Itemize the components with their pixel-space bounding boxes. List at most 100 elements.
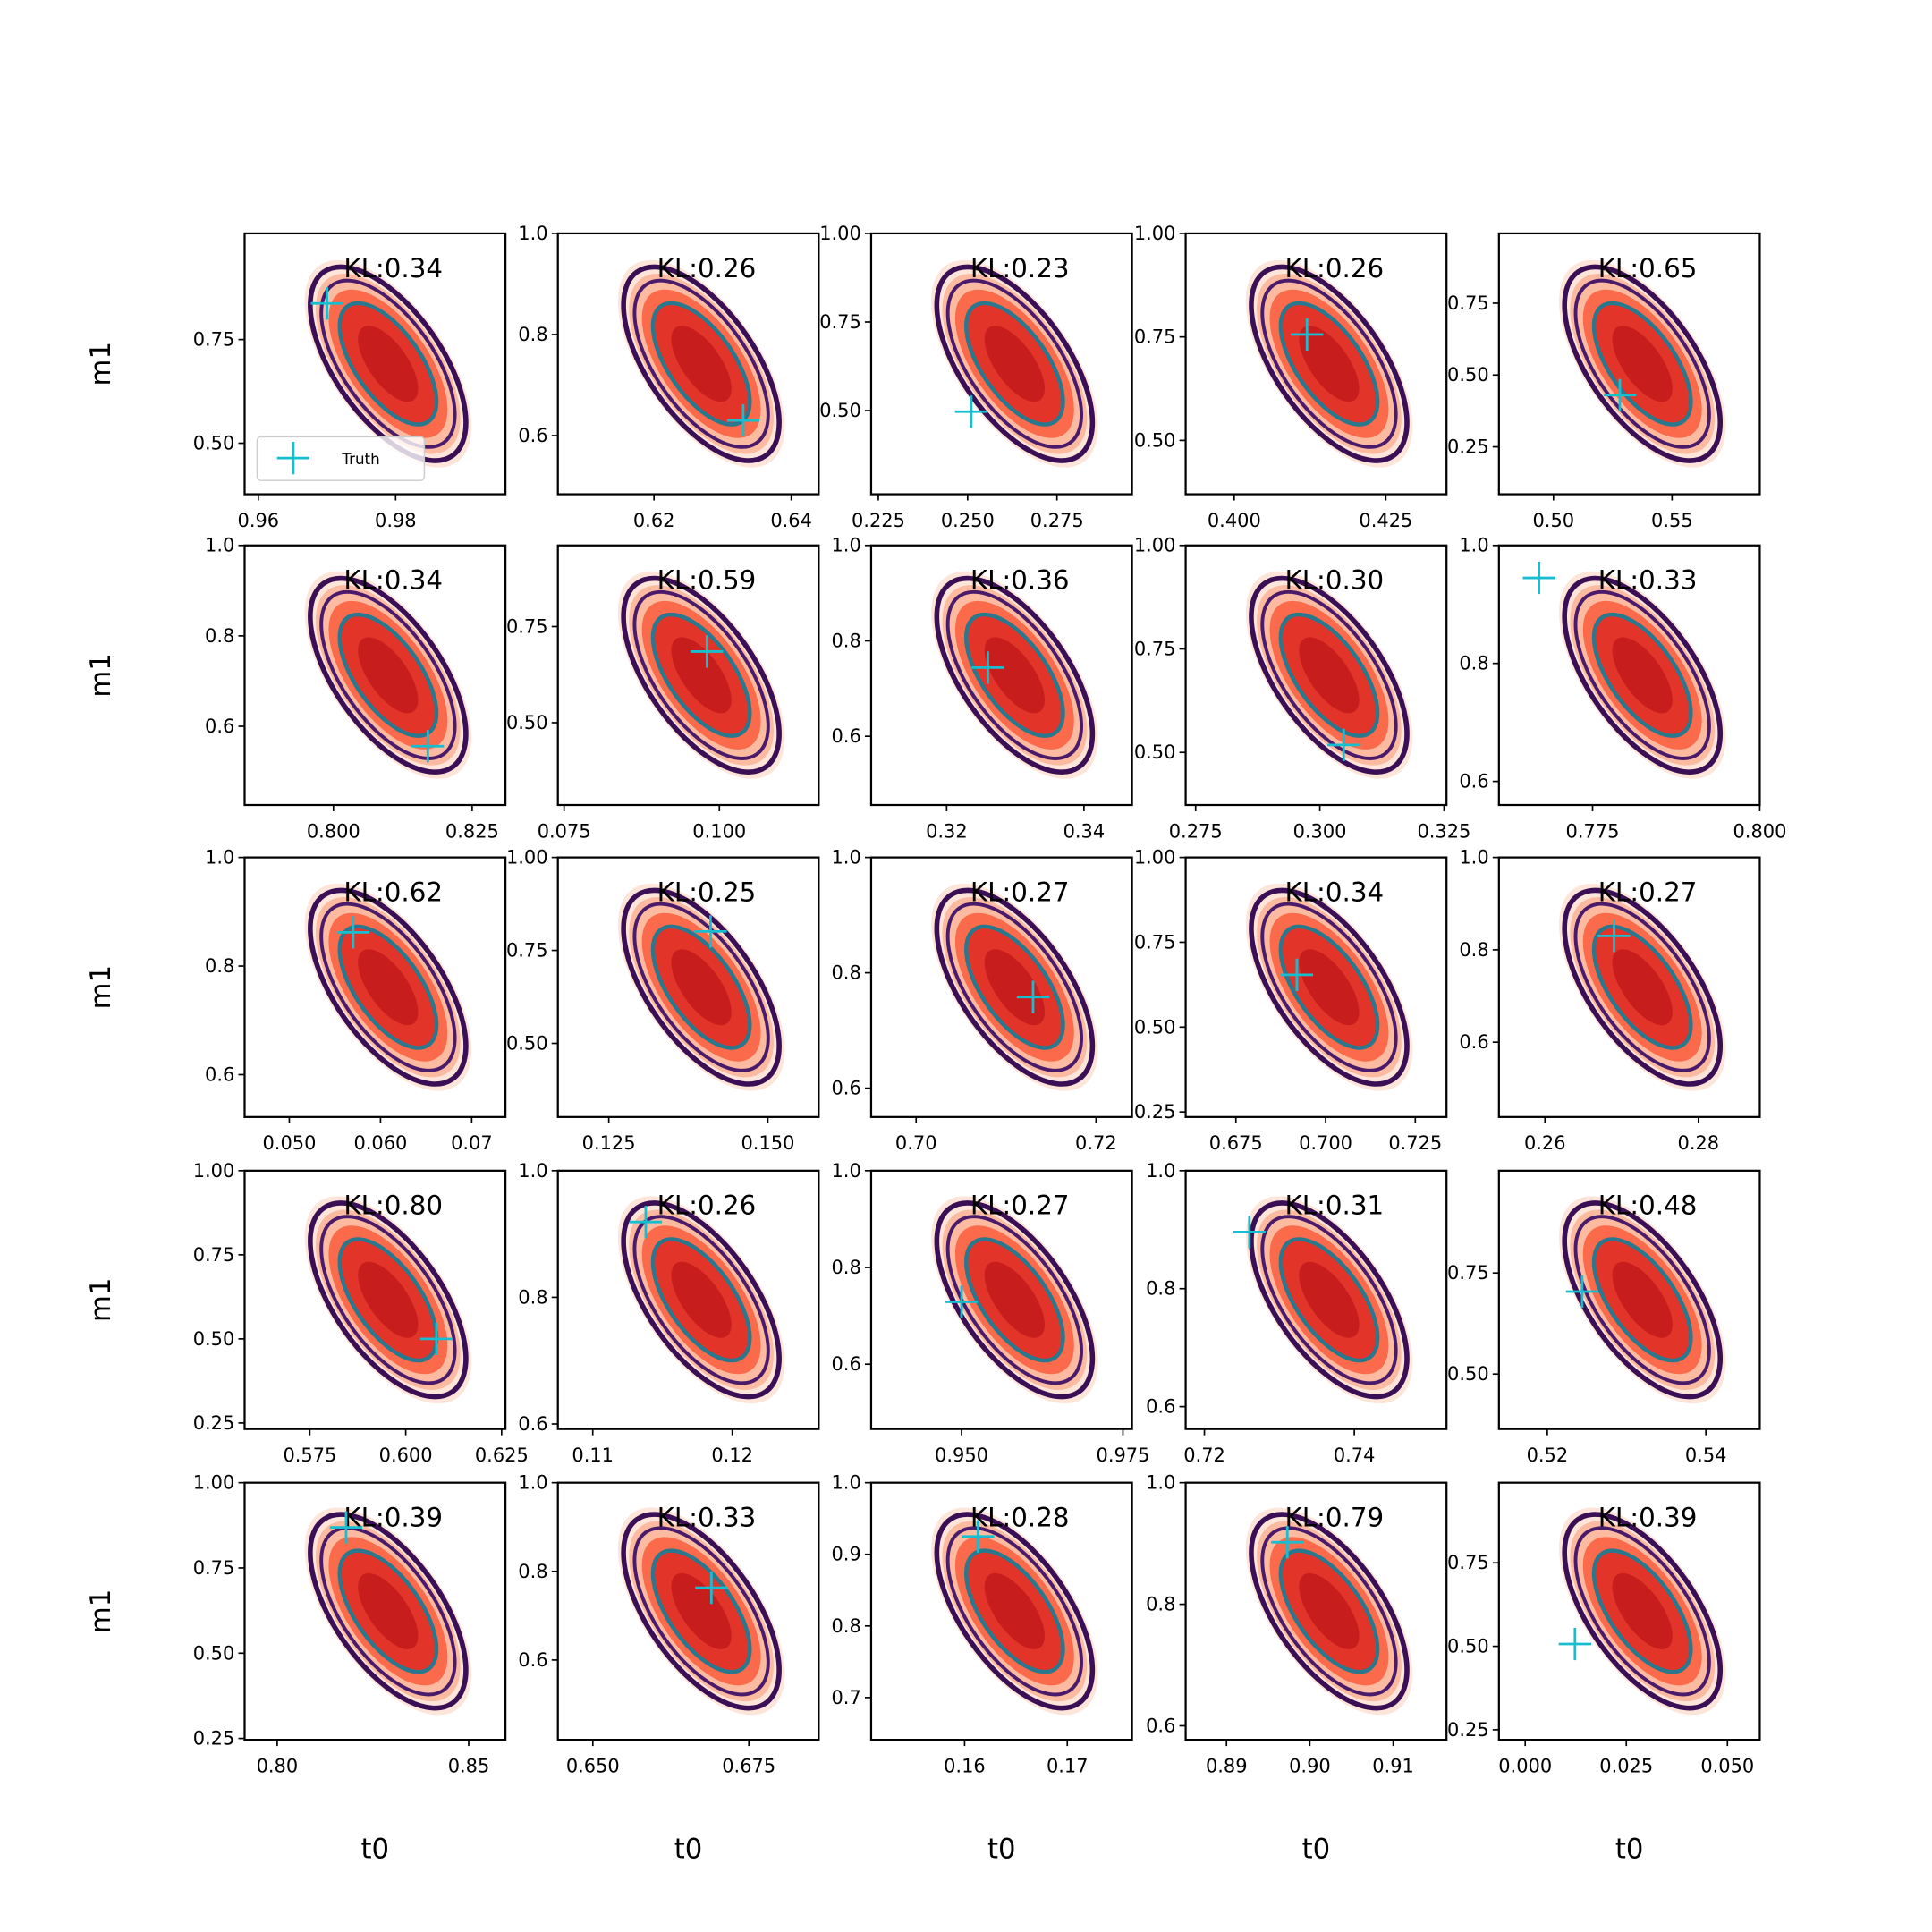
y-tick-label: 1.00 bbox=[819, 223, 861, 244]
x-tick-label: 0.34 bbox=[1063, 820, 1106, 842]
x-tick-label: 0.650 bbox=[566, 1755, 620, 1776]
panel: 0.575 0.600 0.625 0.25 0.50 0.75 1.00 KL:0.80 m1 bbox=[86, 1160, 529, 1466]
y-tick-label: 0.6 bbox=[832, 1078, 861, 1099]
truth-marker bbox=[1558, 1627, 1591, 1661]
contour-line bbox=[621, 1200, 782, 1400]
y-tick-label: 0.6 bbox=[1459, 771, 1488, 792]
x-tick-label: 0.000 bbox=[1498, 1755, 1552, 1776]
contour-line bbox=[337, 924, 439, 1050]
x-tick-label: 0.07 bbox=[451, 1132, 493, 1154]
contour-line bbox=[1278, 924, 1380, 1050]
y-tick-label: 0.50 bbox=[193, 433, 235, 454]
panel: 0.950 0.975 0.6 0.8 1.0 KL:0.27 bbox=[832, 1160, 1150, 1466]
contour-line bbox=[1591, 924, 1693, 1050]
y-tick-label: 0.8 bbox=[205, 955, 234, 977]
contour-line bbox=[963, 612, 1065, 738]
contour-line bbox=[1573, 1215, 1711, 1385]
contour-fill bbox=[671, 1261, 732, 1338]
y-tick-label: 0.6 bbox=[518, 425, 547, 446]
contour-line bbox=[945, 902, 1083, 1072]
y-tick-label: 0.6 bbox=[1146, 1396, 1175, 1418]
y-axis-label: m1 bbox=[86, 653, 117, 697]
contour-group bbox=[617, 259, 785, 468]
contour-line bbox=[621, 575, 782, 775]
x-axis-label: t0 bbox=[987, 1835, 1016, 1866]
x-tick-label: 0.96 bbox=[238, 510, 280, 531]
contour-group bbox=[617, 1196, 785, 1404]
contour-line bbox=[308, 1512, 469, 1711]
contour-line bbox=[319, 1526, 457, 1697]
x-tick-label: 0.060 bbox=[353, 1132, 407, 1154]
density-contours bbox=[617, 1507, 785, 1716]
x-tick-label: 0.575 bbox=[283, 1445, 336, 1466]
density-contours bbox=[304, 571, 472, 779]
y-tick-label: 0.8 bbox=[518, 324, 547, 345]
legend-box bbox=[256, 436, 426, 481]
axes-frame bbox=[1184, 232, 1448, 496]
y-tick-label: 1.0 bbox=[1459, 847, 1488, 869]
x-tick-label: 0.72 bbox=[1075, 1132, 1117, 1154]
x-axis-label: t0 bbox=[674, 1835, 703, 1866]
panel-title: KL:0.65 bbox=[1598, 253, 1698, 284]
panel: 0.675 0.700 0.725 0.25 0.50 0.75 1.00 KL:0.34 bbox=[1134, 847, 1448, 1154]
contour-group bbox=[304, 259, 472, 468]
axes-frame bbox=[243, 232, 507, 496]
axes-frame bbox=[1497, 544, 1761, 807]
contour-fill bbox=[358, 1572, 419, 1649]
x-tick-label: 0.675 bbox=[1209, 1132, 1263, 1154]
contour-line bbox=[650, 612, 752, 738]
panel: 0.650 0.675 0.6 0.8 1.0 KL:0.33 t0 bbox=[518, 1472, 820, 1866]
contour-line bbox=[945, 1526, 1083, 1697]
x-tick-label: 0.225 bbox=[852, 510, 905, 531]
y-tick-label: 0.50 bbox=[1447, 1636, 1489, 1657]
contour-group bbox=[304, 1507, 472, 1716]
density-contours bbox=[1559, 259, 1726, 468]
contour-group bbox=[617, 571, 785, 779]
axes-frame bbox=[869, 232, 1133, 496]
x-tick-label: 0.300 bbox=[1293, 820, 1347, 842]
contour-line bbox=[1562, 1200, 1724, 1400]
x-tick-label: 0.975 bbox=[1097, 1445, 1150, 1466]
density-contours bbox=[1559, 1507, 1726, 1716]
truth-marker bbox=[1522, 561, 1555, 595]
contour-line bbox=[1278, 1237, 1380, 1363]
y-tick-label: 0.25 bbox=[1447, 1719, 1489, 1741]
contour-fill bbox=[1612, 1261, 1673, 1338]
x-tick-label: 0.80 bbox=[257, 1755, 299, 1776]
panel-title: KL:0.25 bbox=[657, 877, 757, 907]
y-tick-label: 1.0 bbox=[832, 1472, 861, 1494]
density-contours bbox=[931, 1507, 1098, 1716]
contour-group bbox=[304, 571, 472, 779]
x-tick-label: 0.800 bbox=[307, 820, 360, 842]
y-tick-label: 0.6 bbox=[832, 1353, 861, 1375]
contour-fill bbox=[1612, 949, 1673, 1026]
contour-line bbox=[934, 575, 1096, 775]
truth-marker bbox=[1597, 919, 1631, 953]
x-tick-label: 0.62 bbox=[633, 510, 675, 531]
x-tick-label: 0.725 bbox=[1388, 1132, 1442, 1154]
y-tick-label: 1.0 bbox=[832, 535, 861, 556]
panel: 0.16 0.17 0.7 0.8 0.9 1.0 KL:0.28 t0 bbox=[832, 1472, 1133, 1866]
contour-line bbox=[319, 589, 457, 760]
x-tick-label: 0.28 bbox=[1678, 1132, 1720, 1154]
axes-frame bbox=[1184, 856, 1448, 1118]
contour-line bbox=[308, 1200, 469, 1400]
contour-fill bbox=[984, 326, 1045, 402]
y-tick-label: 0.6 bbox=[518, 1413, 547, 1435]
contour-line bbox=[945, 1215, 1083, 1385]
contour-line bbox=[621, 1512, 782, 1711]
y-tick-label: 0.75 bbox=[193, 1557, 235, 1579]
y-tick-label: 1.0 bbox=[518, 1472, 547, 1494]
axes-frame bbox=[1497, 1481, 1761, 1741]
x-tick-label: 0.250 bbox=[941, 510, 995, 531]
truth-marker bbox=[954, 395, 987, 428]
panel-title: KL:0.59 bbox=[657, 565, 757, 596]
x-tick-label: 0.55 bbox=[1651, 510, 1693, 531]
contour-fill bbox=[1299, 1261, 1360, 1338]
panel: 0.225 0.250 0.275 0.50 0.75 1.00 KL:0.23 bbox=[819, 223, 1133, 531]
y-tick-label: 0.6 bbox=[1459, 1031, 1488, 1053]
x-axis-label: t0 bbox=[1615, 1835, 1644, 1866]
y-tick-label: 1.0 bbox=[1146, 1160, 1175, 1182]
contour-line bbox=[934, 1200, 1096, 1400]
